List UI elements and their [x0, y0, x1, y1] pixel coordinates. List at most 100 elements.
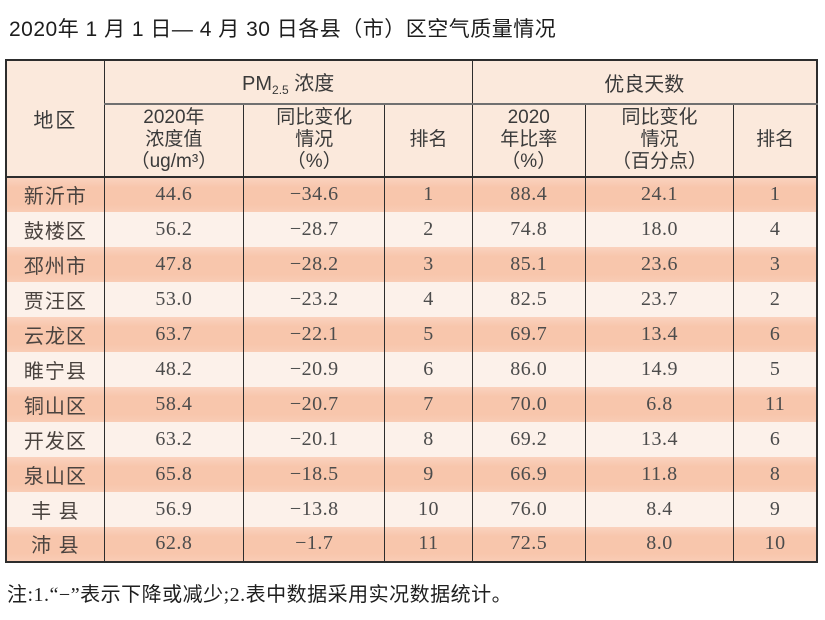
pm-rank-cell: 10: [384, 491, 473, 527]
pm-rank-cell: 3: [384, 246, 473, 282]
rate-rank-cell: 5: [733, 351, 818, 387]
rate-value-cell: 70.0: [471, 386, 586, 422]
pm-change-cell: −22.1: [243, 316, 386, 352]
region-cell: 贾汪区: [5, 281, 105, 317]
table-row: 新沂市 44.6 −34.6 1 88.4 24.1 1: [5, 176, 818, 212]
rate-rank-cell: 6: [733, 316, 818, 352]
rate-rank-cell: 8: [733, 456, 818, 492]
column-header-rate-rank: 排名: [733, 104, 818, 178]
column-header-pm-change: 同比变化 情况 （%）: [243, 104, 386, 178]
rate-change-cell: 23.6: [584, 246, 735, 282]
region-cell: 丰 县: [5, 491, 105, 527]
pm-value-cell: 53.0: [103, 281, 245, 317]
rate-value-cell: 74.8: [471, 211, 586, 247]
pm-rank-cell: 4: [384, 281, 473, 317]
table-header: 地区 PM2.5 浓度 优良天数 2020年 浓度值 （ug/m³） 同比变化 …: [5, 60, 818, 178]
table-row: 云龙区 63.7 −22.1 5 69.7 13.4 6: [5, 316, 818, 352]
pm-value-cell: 63.7: [103, 316, 245, 352]
pm25-label-suffix: 浓度: [288, 73, 335, 95]
pm-value-cell: 63.2: [103, 421, 245, 457]
region-cell: 开发区: [5, 421, 105, 457]
pm-value-cell: 44.6: [103, 176, 245, 212]
region-cell: 云龙区: [5, 316, 105, 352]
region-cell: 鼓楼区: [5, 211, 105, 247]
rate-value-cell: 76.0: [471, 491, 586, 527]
rate-value-cell: 88.4: [471, 176, 586, 212]
rate-value-cell: 82.5: [471, 281, 586, 317]
column-header-region: 地区: [5, 60, 105, 178]
pm25-label-sub: 2.5: [272, 83, 289, 97]
pm-rank-cell: 6: [384, 351, 473, 387]
pm-rank-cell: 5: [384, 316, 473, 352]
rate-value-cell: 86.0: [471, 351, 586, 387]
rate-change-cell: 24.1: [584, 176, 735, 212]
pm-rank-cell: 9: [384, 456, 473, 492]
pm-change-cell: −20.1: [243, 421, 386, 457]
footnote: 注:1.“−”表示下降或减少;2.表中数据采用实况数据统计。: [7, 583, 513, 606]
column-header-pm-rank: 排名: [384, 104, 473, 178]
rate-value-cell: 72.5: [471, 526, 586, 562]
pm-value-cell: 58.4: [103, 386, 245, 422]
pm-change-cell: −34.6: [243, 176, 386, 212]
rate-change-cell: 14.9: [584, 351, 735, 387]
pm-value-cell: 62.8: [103, 526, 245, 562]
pm-change-cell: −28.2: [243, 246, 386, 282]
pm-change-cell: −18.5: [243, 456, 386, 492]
table-row: 铜山区 58.4 −20.7 7 70.0 6.8 11: [5, 386, 818, 422]
table-row: 丰 县 56.9 −13.8 10 76.0 8.4 9: [5, 491, 818, 527]
column-group-good-days: 优良天数: [471, 60, 818, 105]
rate-rank-cell: 1: [733, 176, 818, 212]
rate-rank-cell: 11: [733, 386, 818, 422]
pm-rank-cell: 11: [384, 526, 473, 562]
pm-rank-cell: 1: [384, 176, 473, 212]
rate-value-cell: 66.9: [471, 456, 586, 492]
column-header-pm-value: 2020年 浓度值 （ug/m³）: [103, 104, 245, 178]
region-cell: 新沂市: [5, 176, 105, 212]
pm-rank-cell: 7: [384, 386, 473, 422]
pm-rank-cell: 2: [384, 211, 473, 247]
rate-rank-cell: 9: [733, 491, 818, 527]
table-row: 鼓楼区 56.2 −28.7 2 74.8 18.0 4: [5, 211, 818, 247]
column-header-rate-value: 2020 年比率 （%）: [471, 104, 586, 178]
rate-rank-cell: 4: [733, 211, 818, 247]
pm-value-cell: 47.8: [103, 246, 245, 282]
rate-change-cell: 18.0: [584, 211, 735, 247]
pm-change-cell: −28.7: [243, 211, 386, 247]
rate-rank-cell: 10: [733, 526, 818, 562]
rate-change-cell: 13.4: [584, 316, 735, 352]
pm-value-cell: 56.2: [103, 211, 245, 247]
pm-change-cell: −13.8: [243, 491, 386, 527]
pm-value-cell: 48.2: [103, 351, 245, 387]
table-row: 开发区 63.2 −20.1 8 69.2 13.4 6: [5, 421, 818, 457]
air-quality-table: 地区 PM2.5 浓度 优良天数 2020年 浓度值 （ug/m³） 同比变化 …: [5, 59, 818, 563]
rate-change-cell: 13.4: [584, 421, 735, 457]
table-row: 睢宁县 48.2 −20.9 6 86.0 14.9 5: [5, 351, 818, 387]
table-row: 泉山区 65.8 −18.5 9 66.9 11.8 8: [5, 456, 818, 492]
pm25-label-prefix: PM: [242, 73, 273, 95]
table-row: 贾汪区 53.0 −23.2 4 82.5 23.7 2: [5, 281, 818, 317]
sub-header-row: 2020年 浓度值 （ug/m³） 同比变化 情况 （%） 排名 2020 年比…: [6, 104, 818, 178]
rate-rank-cell: 6: [733, 421, 818, 457]
region-cell: 铜山区: [5, 386, 105, 422]
pm-change-cell: −1.7: [243, 526, 386, 562]
region-cell: 睢宁县: [5, 351, 105, 387]
rate-change-cell: 8.4: [584, 491, 735, 527]
rate-value-cell: 85.1: [471, 246, 586, 282]
table-body: 新沂市 44.6 −34.6 1 88.4 24.1 1 鼓楼区 56.2 −2…: [5, 176, 818, 562]
pm-value-cell: 56.9: [103, 491, 245, 527]
pm-value-cell: 65.8: [103, 456, 245, 492]
column-header-rate-change: 同比变化 情况 （百分点）: [584, 104, 735, 178]
pm-change-cell: −20.9: [243, 351, 386, 387]
table-row: 沛 县 62.8 −1.7 11 72.5 8.0 10: [5, 526, 818, 562]
group-header-row: 地区 PM2.5 浓度 优良天数: [5, 60, 818, 178]
region-cell: 沛 县: [5, 526, 105, 562]
page-title: 2020年 1 月 1 日— 4 月 30 日各县（市）区空气质量情况: [9, 18, 557, 41]
rate-change-cell: 11.8: [584, 456, 735, 492]
rate-rank-cell: 2: [733, 281, 818, 317]
region-cell: 泉山区: [5, 456, 105, 492]
rate-change-cell: 6.8: [584, 386, 735, 422]
rate-value-cell: 69.7: [471, 316, 586, 352]
region-cell: 邳州市: [5, 246, 105, 282]
rate-value-cell: 69.2: [471, 421, 586, 457]
